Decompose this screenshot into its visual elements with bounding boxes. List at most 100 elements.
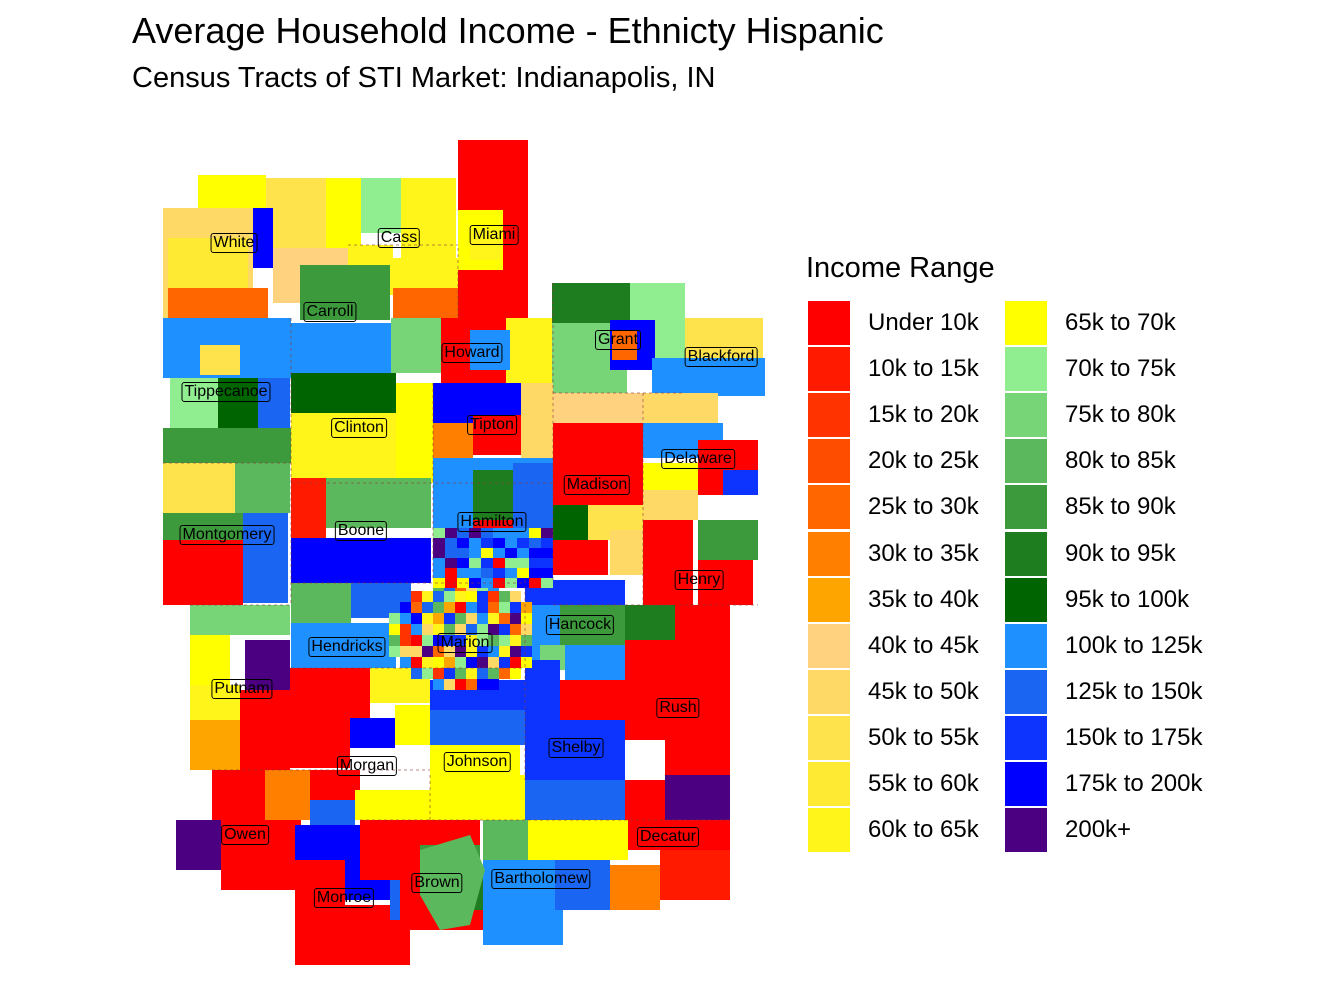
county-label-hamilton: Hamilton	[457, 512, 527, 532]
census-tract	[295, 860, 345, 905]
census-tract	[499, 613, 510, 624]
census-tract	[643, 490, 698, 520]
census-tract	[483, 860, 563, 945]
census-tract	[565, 645, 625, 680]
census-tract	[528, 820, 628, 860]
census-tract	[510, 613, 521, 624]
census-tract	[477, 646, 488, 657]
census-tract	[560, 680, 625, 720]
census-tract	[457, 578, 469, 588]
legend-label: 10k to 15k	[868, 355, 979, 383]
census-tract	[422, 635, 433, 646]
census-tract	[393, 258, 458, 288]
census-tract	[455, 624, 466, 635]
county-label-bartholomew: Bartholomew	[491, 869, 591, 889]
census-tract	[555, 860, 610, 910]
census-tract	[400, 646, 411, 657]
county-label-clinton: Clinton	[331, 418, 387, 438]
census-tract	[505, 538, 517, 548]
legend-swatch	[808, 623, 850, 668]
census-tract	[411, 646, 422, 657]
census-tract	[291, 413, 341, 483]
census-tract	[466, 679, 477, 690]
census-tract	[433, 591, 444, 602]
legend-swatch	[808, 808, 850, 853]
census-tract	[541, 568, 553, 578]
census-tract	[243, 513, 288, 603]
census-tract	[469, 548, 481, 558]
legend-item: 45k to 50k	[808, 669, 979, 714]
census-tract	[477, 635, 488, 646]
legend-item: 10k to 15k	[808, 347, 979, 392]
census-tract	[488, 668, 499, 679]
census-tract	[698, 560, 753, 605]
census-tract	[517, 538, 529, 548]
census-tract	[517, 528, 529, 538]
census-tract	[290, 718, 350, 768]
census-tract	[625, 780, 665, 850]
census-tract	[510, 657, 521, 668]
census-tract	[455, 602, 466, 613]
census-tract	[510, 635, 521, 646]
legend-item: 100k to 125k	[1005, 623, 1202, 668]
county-label-montgomery: Montgomery	[179, 525, 275, 545]
census-tract	[477, 613, 488, 624]
legend-swatch	[1005, 301, 1047, 345]
census-tract	[168, 288, 268, 318]
census-tract	[444, 635, 455, 646]
census-tract	[466, 624, 477, 635]
census-tract	[470, 230, 500, 260]
county-label-hancock: Hancock	[545, 615, 615, 635]
legend-swatch	[1005, 715, 1047, 760]
census-tract	[433, 613, 444, 624]
census-tract	[521, 602, 532, 613]
census-tract	[510, 591, 521, 602]
legend-swatch	[808, 485, 850, 530]
census-tract	[433, 558, 445, 568]
legend-label: 45k to 50k	[868, 677, 979, 705]
county-label-grant: Grant	[594, 330, 642, 350]
census-tract	[473, 415, 523, 455]
legend-swatch	[808, 669, 850, 714]
legend-label: 80k to 85k	[1065, 447, 1176, 475]
legend-swatch	[808, 301, 850, 345]
census-tract	[190, 720, 240, 770]
county-label-miami: Miami	[469, 225, 519, 245]
census-tract	[455, 679, 466, 690]
county-label-howard: Howard	[441, 343, 503, 363]
census-tract	[444, 624, 455, 635]
map-subtitle: Census Tracts of STI Market: Indianapoli…	[132, 62, 716, 94]
census-tract	[488, 591, 499, 602]
census-tract	[445, 568, 457, 578]
census-tract	[411, 668, 422, 679]
census-tract	[400, 635, 411, 646]
county-label-white: White	[210, 233, 258, 253]
census-tract	[488, 635, 499, 646]
census-tract	[445, 578, 457, 588]
census-tract	[477, 668, 488, 679]
census-tract	[493, 558, 505, 568]
census-tract	[265, 770, 310, 820]
census-tract	[499, 602, 510, 613]
census-tract	[643, 520, 693, 605]
census-tract	[291, 583, 351, 623]
legend-label: 75k to 80k	[1065, 401, 1176, 429]
legend-swatch	[1005, 762, 1047, 806]
census-tract	[510, 624, 521, 635]
legend-item: 50k to 55k	[808, 715, 979, 760]
county-label-decatur: Decatur	[636, 827, 700, 847]
census-tract	[521, 624, 532, 635]
legend-label: 85k to 90k	[1065, 493, 1176, 521]
census-tract	[625, 640, 730, 740]
legend-label: 25k to 30k	[868, 493, 979, 521]
legend-swatch	[1005, 577, 1047, 622]
county-label-rush: Rush	[656, 698, 700, 718]
census-tract	[200, 345, 240, 375]
county-label-carroll: Carroll	[303, 302, 357, 322]
census-tract	[493, 538, 505, 548]
census-tract	[291, 538, 431, 583]
legend-label: 50k to 55k	[868, 723, 979, 751]
census-tract	[396, 383, 433, 483]
legend-label: 30k to 35k	[868, 539, 979, 567]
census-tract	[477, 679, 488, 690]
